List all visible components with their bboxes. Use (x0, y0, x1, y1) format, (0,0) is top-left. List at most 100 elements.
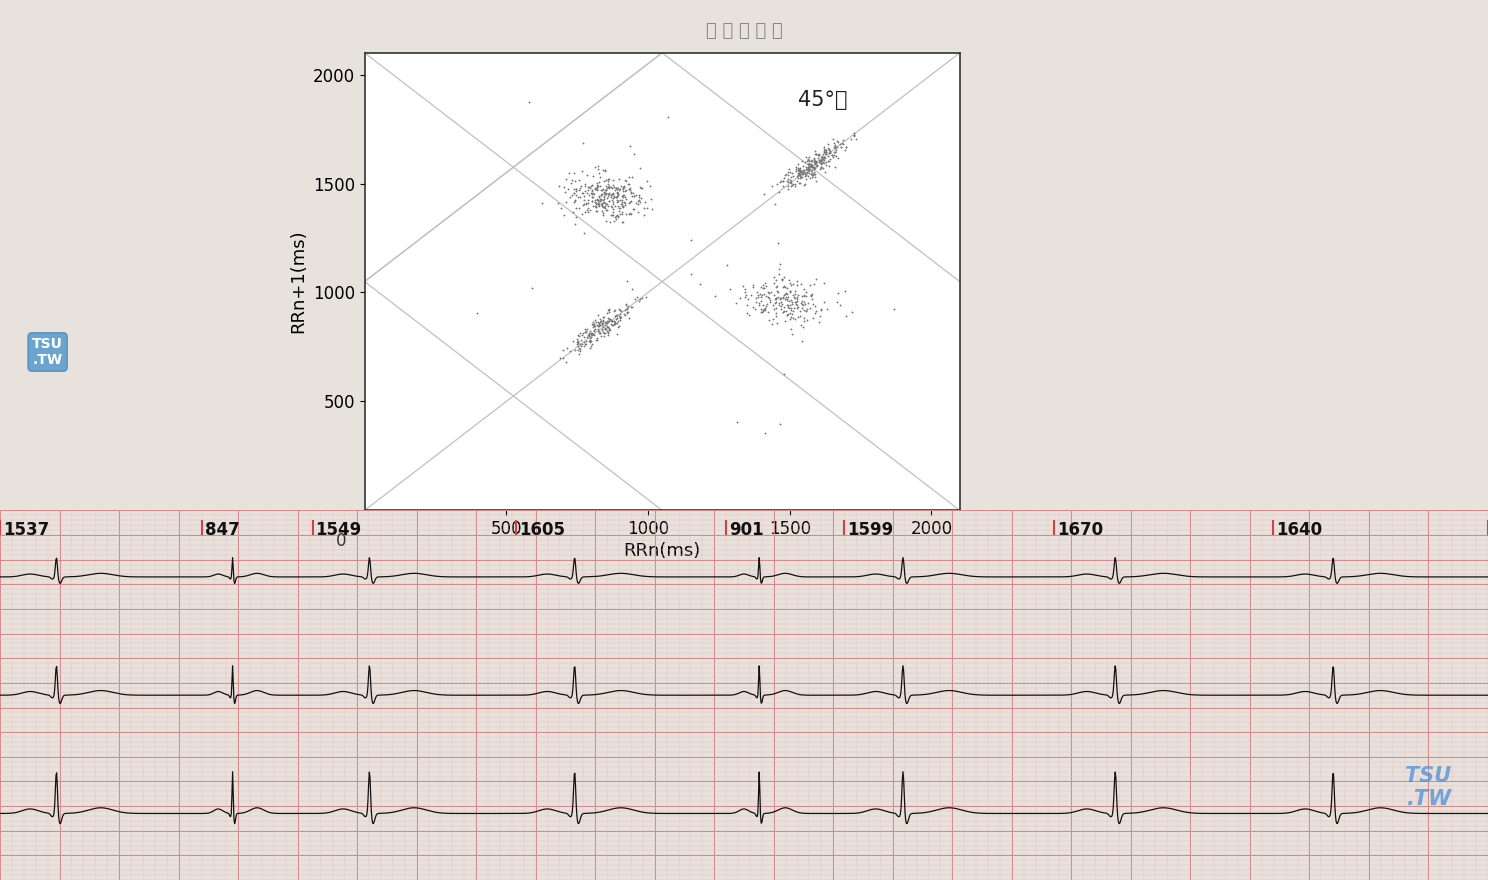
Point (573, 226, 597, 240)
Point (769, 295, 793, 309)
Point (790, 170, 814, 184)
Point (839, 132, 863, 146)
Point (620, 186, 644, 200)
Point (583, 160, 607, 174)
Point (811, 151, 835, 165)
Point (546, 179, 570, 193)
Point (628, 195, 652, 209)
Point (765, 316, 789, 330)
Point (629, 180, 653, 194)
Point (601, 202, 625, 216)
Point (796, 158, 820, 172)
Point (613, 308, 637, 322)
Point (763, 296, 787, 310)
Point (618, 170, 641, 184)
Point (600, 318, 623, 332)
Point (583, 319, 607, 334)
Point (598, 179, 622, 193)
Point (571, 326, 595, 340)
Point (604, 180, 628, 194)
Point (586, 162, 610, 176)
Point (763, 292, 787, 306)
Point (795, 289, 818, 303)
Point (613, 195, 637, 209)
Point (568, 190, 592, 204)
Point (628, 161, 652, 175)
Point (573, 178, 597, 192)
Point (589, 183, 613, 197)
Point (790, 166, 814, 180)
Point (546, 195, 570, 209)
Point (567, 172, 591, 187)
Point (597, 303, 620, 317)
Point (628, 193, 652, 207)
Point (781, 290, 805, 304)
Point (743, 302, 766, 316)
Point (799, 288, 823, 302)
Point (799, 154, 823, 168)
Point (804, 147, 827, 161)
Point (789, 171, 812, 185)
Point (817, 150, 841, 164)
Point (798, 160, 821, 174)
Point (565, 332, 589, 346)
Point (589, 198, 613, 212)
Point (613, 184, 637, 198)
Point (789, 170, 812, 184)
Point (795, 302, 818, 316)
Point (623, 292, 647, 306)
Point (786, 294, 809, 308)
Point (809, 156, 833, 170)
Point (570, 187, 594, 201)
Point (814, 147, 838, 161)
Point (802, 297, 826, 311)
Point (751, 278, 775, 292)
Point (582, 189, 606, 203)
Point (780, 277, 804, 291)
Point (762, 289, 786, 303)
Point (626, 205, 650, 219)
Point (833, 310, 857, 324)
Point (557, 166, 580, 180)
Point (591, 313, 615, 327)
Point (812, 140, 836, 154)
Point (591, 322, 615, 336)
Point (820, 148, 844, 162)
Point (622, 202, 646, 216)
Point (579, 334, 603, 348)
Point (769, 299, 793, 313)
Point (597, 181, 620, 195)
Point (725, 297, 748, 311)
Point (842, 128, 866, 142)
Point (586, 316, 610, 330)
Point (757, 313, 781, 327)
Point (597, 323, 620, 337)
Point (809, 158, 833, 172)
Point (592, 186, 616, 200)
Point (594, 197, 618, 211)
Point (604, 317, 628, 331)
Point (735, 306, 759, 320)
Point (823, 138, 847, 152)
Point (604, 208, 628, 222)
Point (582, 319, 606, 334)
Point (594, 183, 618, 197)
Point (588, 174, 612, 188)
Point (714, 258, 738, 272)
Point (579, 180, 603, 194)
Point (574, 196, 598, 210)
Point (802, 163, 826, 177)
Point (812, 145, 836, 159)
Point (793, 288, 817, 302)
Text: 0: 0 (336, 532, 347, 550)
Point (573, 179, 597, 193)
Point (591, 208, 615, 222)
Point (588, 317, 612, 331)
Point (603, 315, 626, 329)
Point (796, 165, 820, 179)
Point (604, 308, 628, 322)
Point (832, 137, 856, 151)
Point (771, 304, 795, 319)
Point (789, 296, 812, 310)
Point (763, 301, 787, 315)
